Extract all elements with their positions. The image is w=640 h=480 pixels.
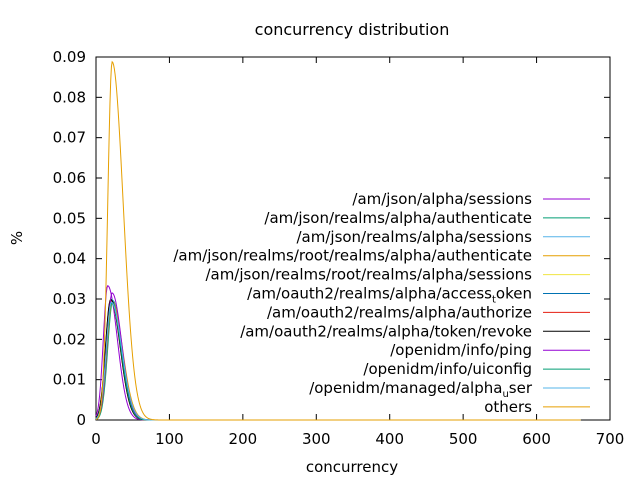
- legend-entry: /openidm/info/ping: [390, 341, 590, 359]
- y-tick-label: 0.06: [53, 169, 86, 187]
- y-tick-label: 0.07: [53, 129, 86, 147]
- y-tick-label: 0.01: [53, 371, 86, 389]
- x-tick-label: 600: [522, 430, 551, 448]
- legend-entry: /am/oauth2/realms/alpha/accesstoken: [247, 285, 590, 306]
- legend-entry: /am/oauth2/realms/alpha/token/revoke: [240, 322, 590, 340]
- x-axis: 0 100 200 300 400 500 600 700: [91, 57, 624, 448]
- y-tick-label: 0.08: [53, 88, 86, 106]
- legend-label: /openidm/info/uiconfig: [363, 360, 532, 378]
- legend-entry: /am/oauth2/realms/alpha/authorize: [267, 303, 590, 321]
- legend-entry: /am/json/alpha/sessions: [352, 190, 590, 208]
- legend-label: /am/json/realms/alpha/sessions: [296, 228, 532, 246]
- legend-label: /am/oauth2/realms/alpha/accesstoken: [247, 285, 532, 306]
- legend-label: /am/json/realms/root/realms/alpha/sessio…: [205, 266, 532, 284]
- legend-label: /am/json/alpha/sessions: [352, 190, 532, 208]
- legend-label: others: [484, 398, 532, 416]
- legend-entry: /am/json/realms/root/realms/alpha/sessio…: [205, 266, 590, 284]
- x-tick-label: 100: [155, 430, 184, 448]
- legend-label: /am/oauth2/realms/alpha/authorize: [267, 303, 532, 321]
- legend-entry: /openidm/info/uiconfig: [363, 360, 590, 378]
- legend-entry: /am/json/realms/alpha/authenticate: [264, 209, 590, 227]
- legend-label: /openidm/info/ping: [390, 341, 532, 359]
- legend-entry: /am/json/realms/root/realms/alpha/authen…: [173, 247, 590, 265]
- x-tick-label: 300: [302, 430, 331, 448]
- y-axis-label: %: [8, 231, 26, 245]
- y-tick-label: 0.09: [53, 48, 86, 66]
- x-tick-label: 500: [449, 430, 478, 448]
- x-axis-label: concurrency: [306, 458, 398, 476]
- x-tick-label: 400: [375, 430, 404, 448]
- legend-label: /am/json/realms/root/realms/alpha/authen…: [173, 247, 532, 265]
- x-tick-label: 200: [229, 430, 258, 448]
- legend-entry: /am/json/realms/alpha/sessions: [296, 228, 590, 246]
- series-line-12: [95, 60, 581, 421]
- legend-label: /openidm/managed/alphauser: [309, 379, 533, 400]
- series-lines: [95, 60, 581, 421]
- chart-title: concurrency distribution: [255, 20, 450, 39]
- y-axis: 0 0.01 0.02 0.03 0.04 0.05 0.06 0.07 0.08 0.09: [53, 48, 610, 429]
- legend: /am/json/alpha/sessions/am/json/realms/a…: [173, 190, 590, 416]
- legend-entry: /openidm/managed/alphauser: [309, 379, 590, 400]
- legend-label: /am/json/realms/alpha/authenticate: [264, 209, 532, 227]
- y-tick-label: 0.03: [53, 290, 86, 308]
- y-tick-label: 0: [76, 411, 86, 429]
- y-tick-label: 0.04: [53, 250, 86, 268]
- legend-label: /am/oauth2/realms/alpha/token/revoke: [240, 322, 532, 340]
- x-tick-label: 700: [596, 430, 625, 448]
- x-tick-label: 0: [91, 430, 101, 448]
- legend-entry: others: [484, 398, 590, 416]
- y-tick-label: 0.02: [53, 330, 86, 348]
- y-tick-label: 0.05: [53, 209, 86, 227]
